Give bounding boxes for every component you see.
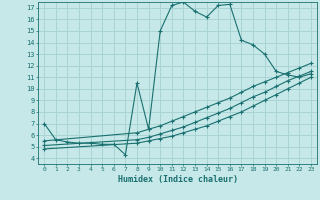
X-axis label: Humidex (Indice chaleur): Humidex (Indice chaleur) [118, 175, 238, 184]
